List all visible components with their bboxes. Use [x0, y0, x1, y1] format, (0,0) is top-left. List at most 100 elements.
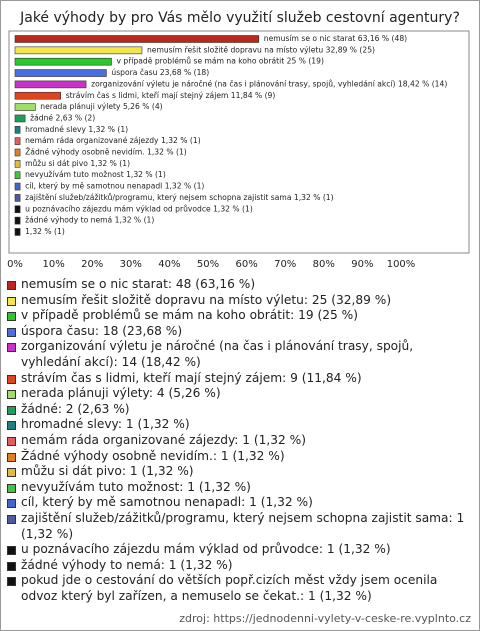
bar	[14, 103, 36, 111]
legend-label: nevyužívám tuto možnost: 1 (1,32 %)	[21, 479, 251, 494]
bar-label: v případě problémů se mám na koho obráti…	[117, 57, 324, 66]
bar-label: žádné 2,63 % (2)	[30, 113, 95, 122]
x-tick-label: 50%	[197, 259, 219, 270]
bar-label: u poznávacího zájezdu mám výklad od prův…	[25, 204, 253, 213]
legend-swatch	[7, 327, 16, 337]
bar-label: hromadné slevy 1,32 % (1)	[25, 125, 128, 134]
legend-swatch	[7, 374, 16, 384]
legend-swatch	[7, 296, 16, 306]
chart-title: Jaké výhody by pro Vás mělo využití služ…	[19, 10, 460, 26]
bar	[14, 35, 260, 43]
legend-item: úspora času: 18 (23,68 %)	[7, 324, 469, 340]
legend-item: zajištění služeb/zážitků/programu, který…	[7, 511, 469, 542]
bar-label: 1,32 % (1)	[25, 227, 65, 236]
plot-frame	[8, 30, 470, 254]
bar-label: úspora času 23,68 % (18)	[111, 68, 209, 77]
legend-swatch	[7, 514, 16, 524]
bar	[14, 182, 21, 191]
legend-label: můžu si dát pivo: 1 (1,32 %)	[21, 464, 194, 479]
x-tick-label: 40%	[158, 259, 180, 270]
legend-swatch	[7, 468, 16, 478]
legend-label: hromadné slevy: 1 (1,32 %)	[21, 417, 190, 432]
legend: nemusím se o nic starat: 48 (63,16 %) nem…	[7, 277, 469, 604]
legend-item: nemám ráda organizované zájezdy: 1 (1,32…	[7, 433, 469, 449]
legend-label: u poznávacího zájezdu mám výklad od prův…	[21, 542, 391, 557]
legend-item: žádné: 2 (2,63 %)	[7, 402, 469, 418]
legend-label: úspora času: 18 (23,68 %)	[21, 323, 183, 338]
legend-item: v případě problémů se mám na koho obráti…	[7, 308, 469, 324]
x-tick-label: 90%	[351, 259, 373, 270]
legend-label: nemám ráda organizované zájezdy: 1 (1,32…	[21, 432, 306, 447]
legend-label: zajištění služeb/zážitků/programu, který…	[21, 510, 465, 541]
legend-label: žádné výhody to nemá: 1 (1,32 %)	[21, 557, 233, 572]
bar-label: nevyužívám tuto možnost 1,32 % (1)	[25, 170, 166, 179]
bar-label: nerada plánuji výlety 5,26 % (4)	[40, 102, 162, 111]
bar	[14, 57, 112, 66]
legend-swatch	[7, 577, 16, 587]
legend-item: hromadné slevy: 1 (1,32 %)	[7, 417, 469, 433]
legend-label: Žádné výhody osobně nevidím.: 1 (1,32 %)	[21, 448, 285, 463]
legend-label: cíl, který by mě samotnou nenapadl: 1 (1…	[21, 495, 313, 510]
legend-swatch	[7, 452, 16, 462]
bar-label: strávím čas s lidmi, kteří mají stejný z…	[66, 91, 276, 100]
bar	[14, 160, 21, 168]
bar	[14, 205, 21, 214]
legend-swatch	[7, 281, 16, 290]
legend-label: nerada plánuji výlety: 4 (5,26 %)	[21, 386, 221, 401]
legend-item: můžu si dát pivo: 1 (1,32 %)	[7, 464, 469, 480]
bar-label: cíl, který by mě samotnou nenapadl 1,32 …	[25, 182, 204, 191]
legend-label: nemusím řešit složitě dopravu na místo v…	[21, 292, 392, 307]
bar	[14, 171, 21, 179]
legend-item: cíl, který by mě samotnou nenapadl: 1 (1…	[7, 495, 469, 511]
legend-item: nevyužívám tuto možnost: 1 (1,32 %)	[7, 480, 469, 496]
bar	[14, 69, 107, 77]
legend-swatch	[7, 436, 16, 446]
bar-label: Žádné výhody osobně nevidím. 1,32 % (1)	[25, 148, 187, 157]
bar	[14, 126, 21, 134]
x-tick-label: 70%	[274, 259, 296, 270]
source: zdroj: https://jednodenni-vylety-v-ceske…	[179, 612, 471, 625]
bar-label: můžu si dát pivo 1,32 % (1)	[25, 159, 130, 168]
bar-label: nemusím se o nic starat 63,16 % (48)	[264, 34, 407, 43]
legend-item: u poznávacího zájezdu mám výklad od prův…	[7, 542, 469, 558]
legend-label: strávím čas s lidmi, kteří mají stejný z…	[21, 370, 362, 385]
x-tick-label: 10%	[42, 259, 64, 270]
bar	[14, 228, 21, 236]
legend-swatch	[7, 421, 16, 431]
bar-label: nemám ráda organizované zájezdy 1,32 % (…	[25, 136, 201, 145]
bar-label: nemusím řešit složitě dopravu na místo v…	[147, 45, 375, 54]
x-tick-label: 30%	[120, 259, 142, 270]
legend-swatch	[7, 405, 16, 415]
legend-item: zorganizování výletu je náročné (na čas …	[7, 339, 469, 370]
x-tick-label: 80%	[313, 259, 335, 270]
legend-label: pokud jde o cestování do větších popř.ci…	[21, 573, 438, 603]
bar	[14, 137, 21, 145]
legend-item: nemusím se o nic starat: 48 (63,16 %)	[7, 277, 469, 293]
legend-swatch	[7, 546, 16, 556]
legend-swatch	[7, 343, 16, 353]
bar	[14, 114, 26, 123]
legend-label: v případě problémů se mám na koho obráti…	[21, 308, 359, 323]
legend-swatch	[7, 312, 16, 322]
legend-swatch	[7, 483, 16, 493]
x-tick-label: 0%	[7, 259, 23, 270]
legend-swatch	[7, 390, 16, 400]
legend-item: Žádné výhody osobně nevidím.: 1 (1,32 %)	[7, 449, 469, 465]
legend-item: žádné výhody to nemá: 1 (1,32 %)	[7, 558, 469, 574]
bar-label: zorganizování výletu je náročné (na čas …	[91, 79, 447, 88]
x-tick-label: 20%	[81, 259, 103, 270]
legend-item: nemusím řešit složitě dopravu na místo v…	[7, 293, 469, 309]
x-tick-label: 100%	[387, 259, 416, 270]
bar	[14, 80, 87, 89]
bar	[14, 46, 143, 55]
bar	[14, 148, 21, 157]
bar	[14, 91, 62, 100]
legend-item: nerada plánuji výlety: 4 (5,26 %)	[7, 386, 469, 402]
legend-label: nemusím se o nic starat: 48 (63,16 %)	[21, 277, 256, 291]
legend-item: strávím čas s lidmi, kteří mají stejný z…	[7, 371, 469, 387]
bar	[14, 216, 21, 225]
bar	[14, 194, 21, 202]
legend-label: žádné: 2 (2,63 %)	[21, 401, 130, 416]
legend-item: pokud jde o cestování do větších popř.ci…	[7, 573, 469, 604]
